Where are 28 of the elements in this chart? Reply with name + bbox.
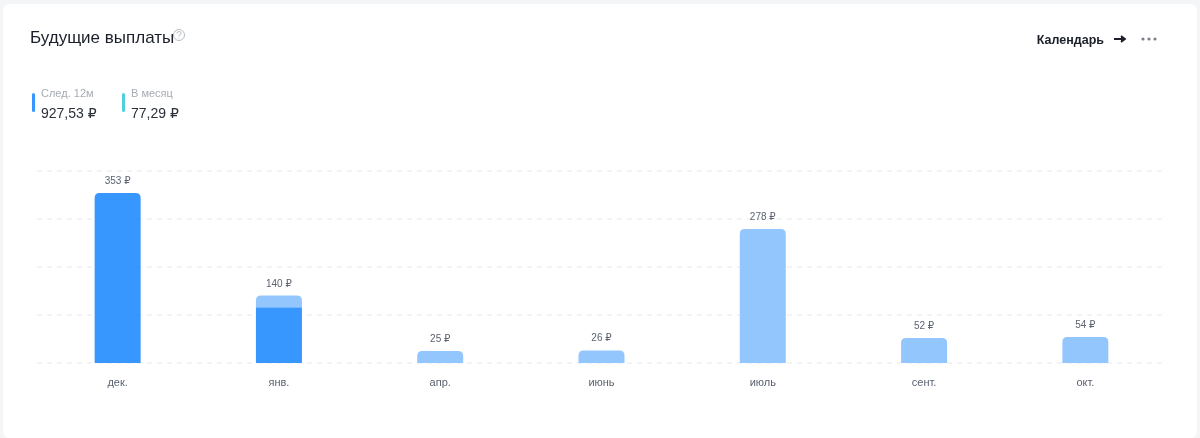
bar	[1062, 336, 1109, 363]
bar	[255, 307, 302, 363]
text: В месяц	[131, 87, 174, 99]
text: Календарь	[1036, 33, 1105, 47]
data-label: 25 ₽	[430, 332, 451, 344]
x-tick-label: окт.	[1076, 376, 1095, 388]
x-tick-label: июнь	[588, 376, 615, 388]
bar	[901, 337, 948, 363]
bar	[739, 229, 786, 363]
bar	[578, 350, 625, 363]
data-label: 26 ₽	[591, 332, 613, 344]
text: 927,53 ₽	[41, 105, 97, 121]
bar	[417, 350, 464, 363]
x-tick-label: сент.	[911, 376, 937, 388]
x-tick-label: дек.	[107, 376, 128, 388]
data-label: 54 ₽	[1075, 318, 1097, 330]
bar	[255, 295, 302, 308]
chart-title: Будущие выплаты	[30, 28, 175, 47]
total-label: 140 ₽	[266, 277, 293, 289]
data-label: 278 ₽	[749, 211, 777, 223]
x-tick-label: июль	[749, 376, 777, 388]
x-tick-label: апр.	[429, 376, 451, 388]
data-label: 52 ₽	[913, 319, 935, 331]
text: 77,29 ₽	[131, 105, 179, 121]
x-tick-label: янв.	[268, 376, 290, 388]
bar	[94, 193, 141, 363]
text: След. 12м	[41, 87, 94, 99]
data-label: 353 ₽	[104, 175, 132, 186]
